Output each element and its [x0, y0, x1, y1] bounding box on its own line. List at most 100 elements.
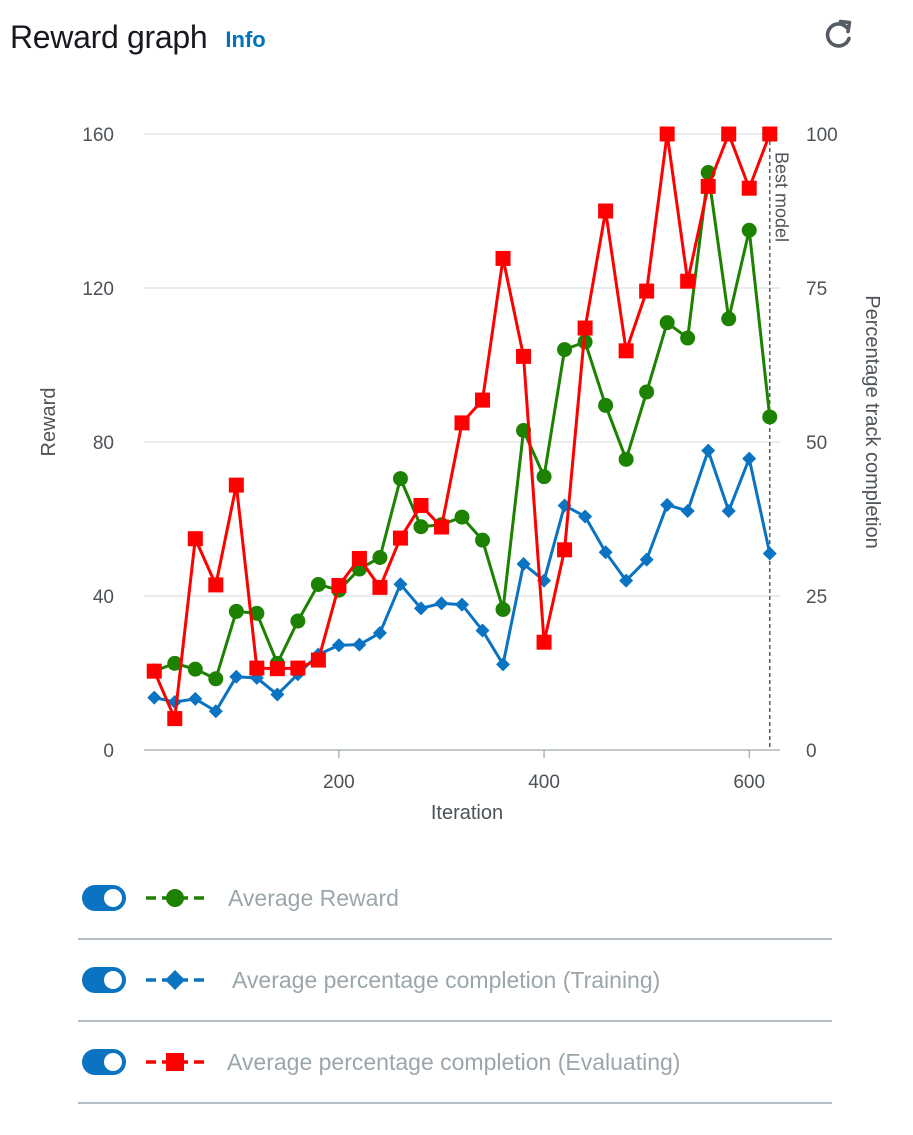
data-point	[208, 704, 223, 719]
data-point	[701, 443, 716, 458]
data-point	[721, 126, 737, 142]
toggle-knob	[104, 889, 122, 907]
data-point	[229, 669, 244, 684]
data-point	[310, 652, 326, 668]
data-point	[433, 519, 449, 535]
data-point	[454, 415, 470, 431]
y2-tick-label: 50	[806, 433, 827, 454]
data-point	[680, 330, 696, 346]
data-point	[413, 519, 429, 535]
data-point	[536, 634, 552, 650]
toggle-knob	[104, 971, 122, 989]
data-point	[290, 660, 306, 676]
data-point	[721, 503, 736, 518]
refresh-button[interactable]	[818, 14, 858, 58]
data-point	[331, 578, 347, 594]
data-point	[557, 342, 573, 358]
data-point	[516, 556, 531, 571]
legend-label: Average percentage completion (Training)	[232, 966, 661, 993]
data-point	[598, 397, 614, 413]
data-point	[496, 657, 511, 672]
data-point	[577, 320, 593, 336]
data-point	[619, 573, 634, 588]
data-point	[167, 711, 183, 727]
square-marker-icon	[146, 1053, 204, 1071]
data-point	[352, 637, 367, 652]
data-point	[475, 392, 491, 408]
data-point	[188, 691, 203, 706]
refresh-icon	[825, 19, 852, 48]
data-point	[639, 384, 655, 400]
data-point	[393, 577, 408, 592]
legend-item-average-reward: Average Reward	[78, 858, 832, 940]
legend-item-training: Average percentage completion (Training)	[78, 940, 832, 1022]
data-point	[269, 661, 285, 677]
data-point	[208, 671, 224, 687]
legend-item-evaluating: Average percentage completion (Evaluatin…	[78, 1022, 832, 1104]
y2-tick-label: 0	[806, 741, 817, 762]
data-point	[495, 601, 511, 617]
toggle-evaluating[interactable]	[82, 1049, 126, 1075]
reward-chart: 0 40 80 120 160 0 25 50 75 100 200 400 600 Iteration R…	[38, 125, 883, 824]
legend-label: Average percentage completion (Evaluatin…	[227, 1048, 681, 1075]
data-point	[557, 542, 573, 558]
y2-tick-label: 25	[806, 587, 827, 608]
data-point	[147, 690, 162, 705]
data-point	[680, 503, 695, 518]
data-point	[741, 180, 757, 196]
toggle-average-reward[interactable]	[82, 885, 126, 911]
data-point	[660, 497, 675, 512]
y-tick-label: 0	[103, 741, 114, 762]
data-point	[413, 497, 429, 513]
x-axis-title: Iteration	[431, 802, 503, 824]
y2-axis-title: Percentage track completion	[861, 295, 883, 548]
x-tick-label: 200	[323, 772, 355, 793]
data-point	[351, 550, 367, 566]
data-point	[659, 126, 675, 142]
data-point	[392, 471, 408, 487]
data-point	[310, 576, 326, 592]
data-point	[434, 596, 449, 611]
info-link[interactable]: Info	[225, 27, 266, 52]
data-point	[598, 545, 613, 560]
data-point	[270, 687, 285, 702]
y2-tick-label: 75	[806, 279, 827, 300]
y2-tick-label: 100	[806, 125, 838, 146]
data-point	[578, 509, 593, 524]
y-tick-label: 120	[82, 279, 114, 300]
data-point	[762, 126, 778, 142]
diamond-marker-icon	[146, 970, 204, 990]
data-point	[208, 577, 224, 593]
x-tick-label: 400	[528, 772, 560, 793]
best-model-label: Best model	[772, 152, 792, 242]
legend: Average Reward Average percentage comple…	[78, 858, 832, 1104]
data-point	[700, 178, 716, 194]
data-point	[516, 348, 532, 364]
data-point	[598, 203, 614, 219]
data-point	[331, 638, 346, 653]
data-point	[741, 222, 757, 238]
data-point	[372, 550, 388, 565]
data-point	[372, 579, 388, 595]
toggle-training[interactable]	[82, 967, 126, 993]
data-point	[659, 315, 675, 331]
x-tick-label: 600	[733, 772, 765, 793]
data-point	[290, 613, 306, 629]
data-point	[413, 601, 428, 616]
circle-marker-icon	[146, 889, 204, 907]
data-point	[167, 655, 183, 671]
data-point	[618, 451, 634, 467]
data-point	[495, 250, 511, 266]
data-point	[392, 530, 408, 546]
y-axis-title: Reward	[38, 388, 60, 457]
data-point	[475, 532, 491, 548]
data-point	[187, 661, 203, 677]
data-point	[249, 605, 265, 621]
page-title: Reward graph	[10, 18, 208, 55]
data-point	[455, 597, 469, 612]
y-tick-label: 40	[93, 587, 114, 608]
data-point	[146, 663, 162, 679]
data-point	[721, 311, 737, 327]
data-point	[618, 343, 634, 359]
data-point	[762, 546, 777, 561]
